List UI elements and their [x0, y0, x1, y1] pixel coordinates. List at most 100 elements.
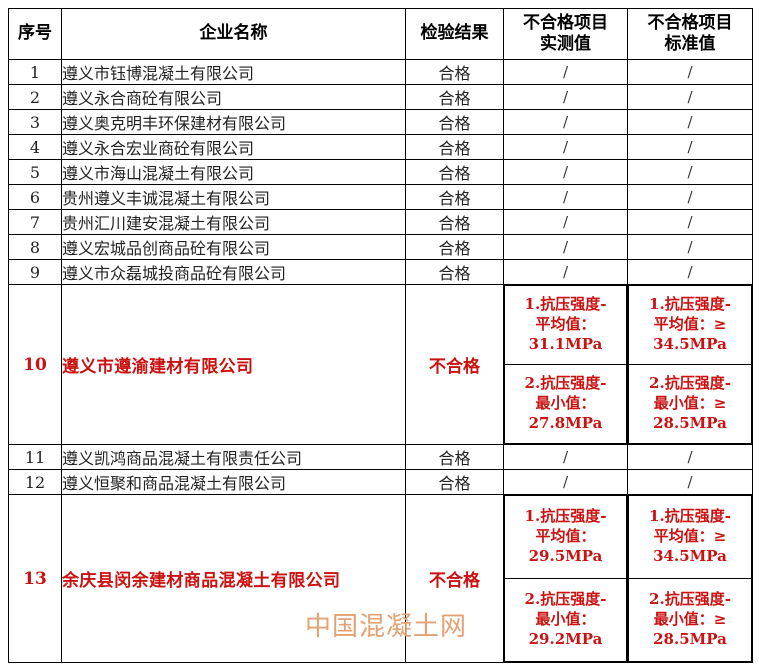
measured-value-cell: /: [503, 184, 628, 210]
row-sequence-number: 1: [8, 59, 62, 85]
measured-value-cell: 1.抗压强度- 平均值： 31.1MPa 2.抗压强度- 最小值： 27.8MPa: [503, 284, 628, 445]
table-row: 10 遵义市遵渝建材有限公司 不合格 1.抗压强度- 平均值： 31.1MPa 2.抗压强度…: [8, 284, 753, 445]
measured-value-cell-items: 1.抗压强度- 平均值： 31.1MPa 2.抗压强度- 最小值： 27.8MPa: [504, 285, 627, 444]
value-line: 1.抗压强度-: [649, 295, 731, 314]
company-name: 遵义恒聚和商品混凝土有限公司: [61, 469, 406, 495]
value-line: 2.抗压强度-: [524, 374, 607, 393]
value-line: 1.抗压强度-: [524, 295, 607, 314]
table-row: 9 遵义市众磊城投商品砼有限公司 合格 / /: [8, 259, 753, 285]
standard-value-cell: 1.抗压强度- 平均值：≥ 34.5MPa 2.抗压强度- 最小值：≥ 28.5MPa: [627, 284, 753, 445]
measured-value-cell: /: [503, 234, 628, 260]
company-name: 余庆县闵余建材商品混凝土有限公司: [61, 494, 406, 663]
table-row: 1 遵义市钰博混凝土有限公司 合格 / /: [8, 59, 753, 85]
inspection-results-table: 序号 企业名称 检验结果 不合格项目 实测值 不合格项目 标准值 1 遵义市钰博混凝土有限公司…: [8, 8, 753, 663]
table-row: 6 贵州遵义丰诚混凝土有限公司 合格 / /: [8, 184, 753, 210]
row-sequence-number: 8: [8, 234, 62, 260]
standard-value-cell: /: [627, 159, 753, 185]
standard-value-cell: /: [627, 209, 753, 235]
inspection-result-badge: 合格: [405, 184, 504, 210]
value-line: 平均值：: [535, 527, 596, 546]
value-sub-row: 2.抗压强度- 最小值： 27.8MPa: [504, 364, 627, 444]
measured-value-cell: /: [503, 469, 628, 495]
value-line: 29.2MPa: [528, 629, 603, 648]
inspection-result-badge: 合格: [405, 134, 504, 160]
standard-value-cell: /: [627, 109, 753, 135]
value-line: 2.抗压强度-: [649, 590, 731, 609]
measured-value-cell: /: [503, 84, 628, 110]
value-line: 2.抗压强度-: [524, 590, 607, 609]
table-row: 2 遵义永合商砼有限公司 合格 / /: [8, 84, 753, 110]
value-line: 29.5MPa: [528, 546, 603, 565]
column-header-line: 标准值: [664, 34, 716, 54]
standard-value-cell: /: [627, 59, 753, 85]
inspection-result-badge: 合格: [405, 444, 504, 470]
standard-value-cell: /: [627, 184, 753, 210]
table-header-row: 序号 企业名称 检验结果 不合格项目 实测值 不合格项目 标准值: [8, 8, 753, 60]
row-sequence-number: 11: [8, 444, 62, 470]
column-header-seq: 序号: [8, 8, 62, 60]
column-header-line: 企业名称: [199, 23, 268, 44]
value-line: 最小值：: [535, 610, 596, 629]
row-sequence-number: 4: [8, 134, 62, 160]
inspection-result-badge: 合格: [405, 469, 504, 495]
inspection-result-badge: 不合格: [405, 494, 504, 663]
measured-value-cell: /: [503, 134, 628, 160]
value-sub-row: 1.抗压强度- 平均值： 29.5MPa: [504, 495, 627, 579]
column-header-meas: 不合格项目 实测值: [503, 8, 628, 60]
value-line: 34.5MPa: [653, 546, 727, 565]
company-name: 遵义市钰博混凝土有限公司: [61, 59, 406, 85]
value-sub-row: 2.抗压强度- 最小值：≥ 28.5MPa: [628, 578, 752, 662]
table-row: 8 遵义宏城品创商品砼有限公司 合格 / /: [8, 234, 753, 260]
row-sequence-number: 5: [8, 159, 62, 185]
standard-value-cell: /: [627, 234, 753, 260]
value-sub-row: 1.抗压强度- 平均值： 31.1MPa: [504, 285, 627, 365]
value-line: 平均值：≥: [653, 315, 727, 334]
company-name: 贵州遵义丰诚混凝土有限公司: [61, 184, 406, 210]
value-sub-cell: 2.抗压强度- 最小值：≥ 28.5MPa: [628, 578, 752, 662]
column-header-line: 不合格项目: [647, 12, 733, 33]
column-header-line: 实测值: [540, 34, 591, 54]
inspection-result-badge: 合格: [405, 59, 504, 85]
value-line: 2.抗压强度-: [649, 374, 731, 393]
company-name: 遵义奥克明丰环保建材有限公司: [61, 109, 406, 135]
value-sub-row: 1.抗压强度- 平均值：≥ 34.5MPa: [628, 285, 752, 365]
standard-value-cell-items: 1.抗压强度- 平均值：≥ 34.5MPa 2.抗压强度- 最小值：≥ 28.5MPa: [628, 285, 752, 444]
standard-value-cell: /: [627, 134, 753, 160]
inspection-result-badge: 合格: [405, 84, 504, 110]
company-name: 遵义永合宏业商砼有限公司: [61, 134, 406, 160]
value-line: 最小值：≥: [653, 394, 727, 413]
inspection-result-badge: 不合格: [405, 284, 504, 445]
table-row: 7 贵州汇川建安混凝土有限公司 合格 / /: [8, 209, 753, 235]
value-sub-row: 2.抗压强度- 最小值： 29.2MPa: [504, 578, 627, 662]
inspection-result-badge: 合格: [405, 159, 504, 185]
value-line: 28.5MPa: [653, 413, 727, 432]
value-line: 平均值：≥: [653, 527, 727, 546]
company-name: 遵义市海山混凝土有限公司: [61, 159, 406, 185]
measured-value-cell: /: [503, 59, 628, 85]
standard-value-cell: 1.抗压强度- 平均值：≥ 34.5MPa 2.抗压强度- 最小值：≥ 28.5MPa: [627, 494, 753, 663]
row-sequence-number: 2: [8, 84, 62, 110]
column-header-line: 检验结果: [420, 23, 489, 44]
row-sequence-number: 3: [8, 109, 62, 135]
company-name: 贵州汇川建安混凝土有限公司: [61, 209, 406, 235]
company-name: 遵义市众磊城投商品砼有限公司: [61, 259, 406, 285]
column-header-line: 不合格项目: [523, 12, 608, 33]
table-row: 11 遵义凯鸿商品混凝土有限责任公司 合格 / /: [8, 444, 753, 470]
company-name: 遵义宏城品创商品砼有限公司: [61, 234, 406, 260]
value-line: 平均值：: [535, 315, 596, 334]
company-name: 遵义市遵渝建材有限公司: [61, 284, 406, 445]
table-row: 5 遵义市海山混凝土有限公司 合格 / /: [8, 159, 753, 185]
value-line: 1.抗压强度-: [649, 507, 731, 526]
column-header-result: 检验结果: [405, 8, 504, 60]
inspection-result-badge: 合格: [405, 234, 504, 260]
row-sequence-number: 9: [8, 259, 62, 285]
value-sub-cell: 2.抗压强度- 最小值： 27.8MPa: [504, 364, 627, 444]
company-name: 遵义凯鸿商品混凝土有限责任公司: [61, 444, 406, 470]
inspection-result-badge: 合格: [405, 109, 504, 135]
row-sequence-number: 10: [8, 284, 62, 445]
value-line: 31.1MPa: [528, 334, 603, 353]
measured-value-cell: /: [503, 209, 628, 235]
measured-value-cell: /: [503, 259, 628, 285]
table-row: 4 遵义永合宏业商砼有限公司 合格 / /: [8, 134, 753, 160]
value-sub-cell: 1.抗压强度- 平均值： 29.5MPa: [504, 495, 627, 579]
